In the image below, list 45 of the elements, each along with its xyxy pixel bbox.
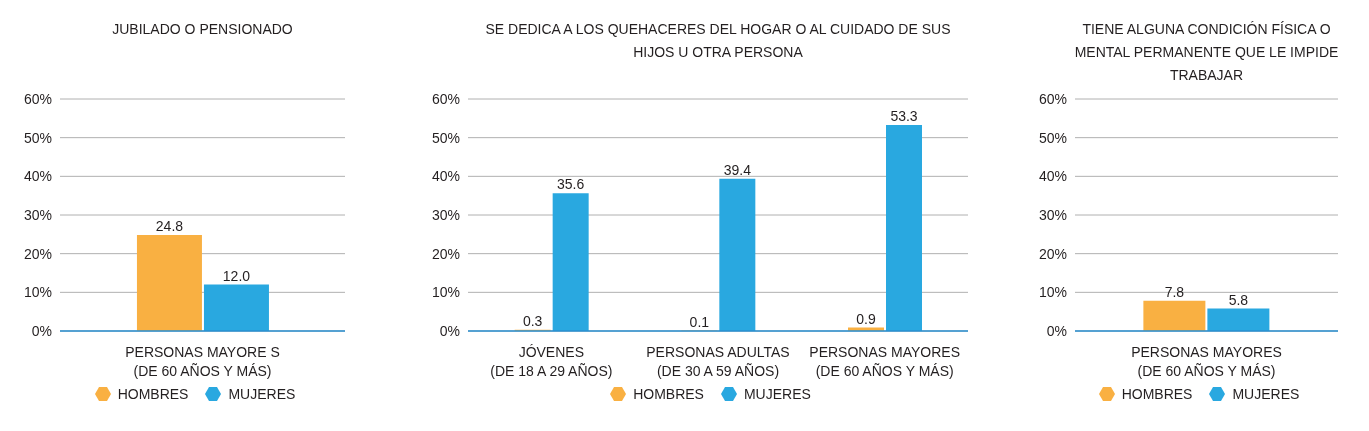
data-label: 35.6 [557,176,585,193]
y-tick-label: 0% [439,322,460,339]
legend-label: HOMBRES [632,386,704,402]
y-tick-label: 30% [23,206,52,223]
y-tick-label: 40% [23,168,52,185]
y-tick-label: 50% [431,129,460,146]
x-tick-label: PERSONAS MAYORES (DE 60 AÑOS Y MÁS) [1131,344,1282,379]
data-label: 7.8 [1164,283,1185,300]
legend-label: HOMBRES [1120,386,1193,402]
y-tick-label: 60% [431,90,460,107]
legend-label: HOMBRES [116,386,189,402]
chart-title: JUBILADO O PENSIONADO [111,20,294,39]
y-tick-label: 30% [431,206,460,223]
y-tick-label: 50% [23,129,52,146]
legend-label: MUJERES [742,386,811,402]
y-tick-label: 40% [431,168,460,185]
y-tick-label: 0% [31,322,52,339]
x-tick-label: PERSONAS MAYORES (DE 60 AÑOS Y MÁS) [809,344,960,379]
y-tick-label: 60% [23,90,52,107]
y-tick-label: 10% [431,284,460,301]
y-tick-label: 40% [1038,168,1067,185]
data-label: 24.8 [155,218,184,235]
data-label: 0.9 [856,310,876,327]
chart-title: SE DEDICA A LOS QUEHACERES DEL HOGAR O AL CUIDADO DE SUS HIJOS U OTRA PERSONA [484,20,952,62]
y-tick-label: 30% [1038,206,1067,223]
y-tick-label: 20% [23,245,52,262]
data-label: 39.4 [723,161,752,178]
y-tick-label: 50% [1038,129,1067,146]
x-tick-label: PERSONAS ADULTAS (DE 30 A 59 AÑOS) [646,344,790,379]
y-tick-label: 60% [1038,90,1067,107]
data-label: 53.3 [890,107,918,124]
chart-title: TIENE ALGUNA CONDICIÓN FÍSICA O MENTAL PERMANENTE QUE LE IMPIDE TRABAJAR [1073,20,1340,85]
y-tick-label: 0% [1046,322,1067,339]
data-label: 5.8 [1228,291,1249,308]
y-tick-label: 10% [1038,284,1067,301]
legend-label: MUJERES [1231,386,1300,402]
x-tick-label: PERSONAS MAYORE S (DE 60 AÑOS Y MÁS) [125,344,280,379]
x-tick-label: JÓVENES (DE 18 A 29 AÑOS) [490,344,613,379]
data-label: 0.3 [522,312,543,329]
data-label: 12.0 [222,267,251,284]
y-tick-label: 10% [23,284,52,301]
y-tick-label: 20% [1038,245,1067,262]
y-tick-label: 20% [431,245,460,262]
data-label: 0.1 [689,313,710,330]
legend-label: MUJERES [227,386,296,402]
